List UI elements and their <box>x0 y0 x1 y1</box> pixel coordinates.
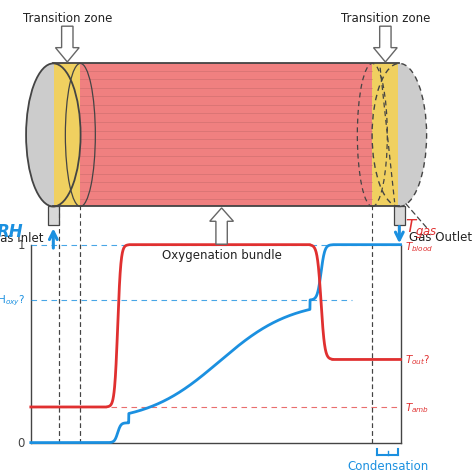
Ellipse shape <box>26 64 81 207</box>
Text: $T_{amb}$: $T_{amb}$ <box>405 400 429 414</box>
Text: 0: 0 <box>18 436 25 449</box>
Text: $T_{gas}$: $T_{gas}$ <box>405 217 438 240</box>
Polygon shape <box>55 27 79 63</box>
Bar <box>373 64 398 207</box>
FancyArrowPatch shape <box>406 204 427 229</box>
Ellipse shape <box>372 64 427 207</box>
Bar <box>394 207 405 225</box>
Text: Gas Outlet: Gas Outlet <box>409 230 472 243</box>
Text: $T_{blood}$: $T_{blood}$ <box>405 240 434 253</box>
Polygon shape <box>374 27 397 63</box>
Text: Condensation: Condensation <box>347 459 428 472</box>
Bar <box>80 64 373 207</box>
Text: RH: RH <box>0 222 23 240</box>
Text: Oxygenation bundle: Oxygenation bundle <box>162 249 282 262</box>
Text: Transition zone: Transition zone <box>23 12 112 25</box>
Bar <box>54 64 80 207</box>
Bar <box>48 207 59 225</box>
Polygon shape <box>210 208 233 245</box>
Bar <box>53 64 399 207</box>
Text: Transition zone: Transition zone <box>341 12 430 25</box>
Text: Gas Inlet: Gas Inlet <box>0 232 44 245</box>
Text: 1: 1 <box>18 238 25 252</box>
Text: RH$_{oxy}$?: RH$_{oxy}$? <box>0 293 25 307</box>
Text: $T_{out}$?: $T_{out}$? <box>405 353 430 367</box>
